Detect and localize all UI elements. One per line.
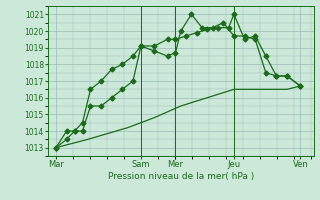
X-axis label: Pression niveau de la mer( hPa ): Pression niveau de la mer( hPa ) [108, 172, 254, 181]
